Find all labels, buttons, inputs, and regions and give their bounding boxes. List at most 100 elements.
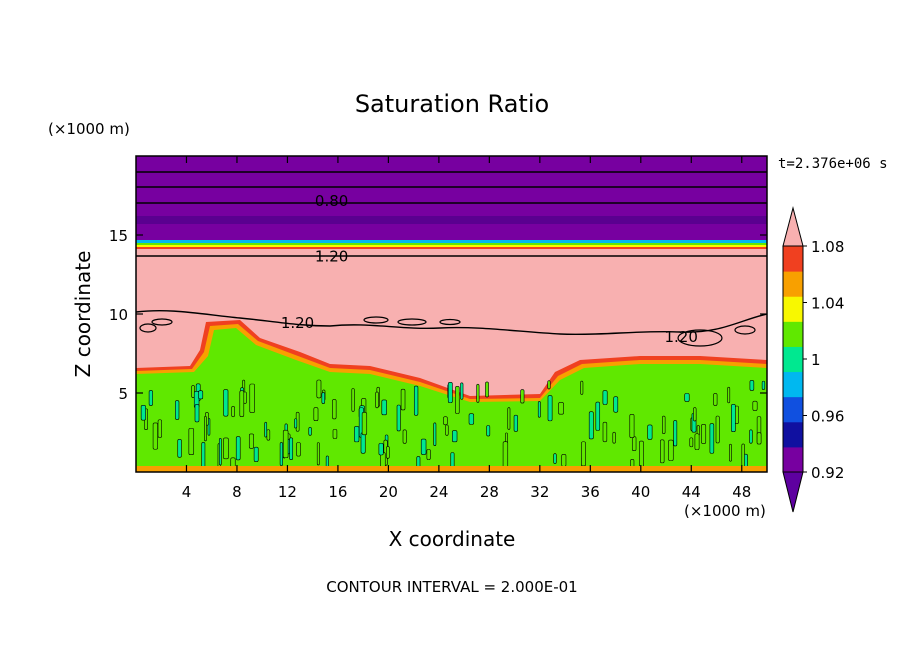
cloud-streak bbox=[152, 422, 158, 450]
cloud-streak bbox=[316, 442, 320, 466]
band-red bbox=[136, 247, 767, 249]
x-axis: 4 8 12 16 20 24 28 32 36 40 44 48 bbox=[182, 156, 751, 501]
cloud-streak bbox=[602, 421, 608, 443]
cloud-streak bbox=[602, 390, 608, 405]
z-tick-label: 5 bbox=[118, 385, 128, 403]
cloud-streak bbox=[381, 399, 387, 416]
cloud-streak bbox=[455, 385, 460, 414]
cloud-streak bbox=[673, 420, 678, 447]
cloud-streak bbox=[660, 439, 665, 464]
cloud-streak bbox=[451, 430, 458, 443]
cloud-streak bbox=[400, 388, 406, 411]
cloud-streak bbox=[140, 404, 146, 421]
cloud-streak bbox=[402, 429, 407, 444]
cloud-streak bbox=[547, 395, 553, 422]
z-axis-label: Z coordinate bbox=[71, 251, 95, 378]
band-top-purple bbox=[136, 156, 767, 216]
band-cyan bbox=[136, 240, 767, 243]
contour-label: 1.20 bbox=[281, 314, 314, 332]
cloud-streak bbox=[321, 392, 326, 404]
contour-labels: 0.80 1.20 1.20 1.20 bbox=[281, 192, 698, 346]
cloud-streak bbox=[580, 380, 584, 395]
z-tick-label: 15 bbox=[109, 227, 128, 245]
cloud-streak bbox=[266, 429, 271, 441]
cloud-streak bbox=[157, 419, 162, 438]
cloud-streak bbox=[249, 383, 255, 413]
cloud-streak bbox=[235, 436, 241, 461]
cloud-streak bbox=[727, 386, 731, 404]
cloud-streak bbox=[709, 423, 715, 454]
cloud-streak bbox=[684, 393, 690, 402]
cloud-streak bbox=[460, 382, 464, 400]
cloud-streak bbox=[595, 401, 601, 431]
contour-line-120-wavy bbox=[136, 310, 767, 336]
cloud-streak bbox=[547, 380, 551, 390]
cloud-streak bbox=[361, 412, 368, 436]
plot-area bbox=[136, 156, 767, 472]
colorbar-segment bbox=[783, 321, 803, 347]
cloud-streak bbox=[468, 413, 475, 425]
cloud-streak bbox=[294, 418, 298, 429]
cloud-streak bbox=[731, 403, 736, 433]
cloud-streak bbox=[749, 380, 755, 391]
cloud-streak bbox=[204, 415, 207, 442]
band-purple-lower bbox=[136, 224, 767, 240]
cloud-streak bbox=[761, 380, 766, 390]
cloud-streak bbox=[756, 432, 762, 445]
cloud-streak bbox=[332, 428, 338, 439]
band-green bbox=[136, 243, 767, 245]
cloud-streak bbox=[279, 442, 284, 466]
cloud-streak bbox=[561, 454, 567, 467]
cloud-streak bbox=[253, 446, 259, 462]
cloud-streak bbox=[513, 414, 518, 432]
colorbar-segment bbox=[783, 421, 803, 448]
z-tick-label: 10 bbox=[109, 306, 128, 324]
x-tick-label: 8 bbox=[232, 483, 242, 501]
colorbar-extend-bottom bbox=[782, 471, 804, 513]
x-tick-label: 24 bbox=[429, 483, 448, 501]
x-tick-label: 4 bbox=[182, 483, 192, 501]
cloud-streak bbox=[613, 396, 619, 413]
cloud-streak bbox=[741, 443, 745, 472]
x-tick-label: 44 bbox=[682, 483, 701, 501]
cloud-streak bbox=[581, 441, 586, 467]
cloud-streak bbox=[588, 411, 594, 440]
cloud-streak bbox=[701, 424, 707, 444]
colorbar-tick-label: 0.96 bbox=[811, 408, 844, 426]
x-tick-label: 48 bbox=[732, 483, 751, 501]
colorbar-segment bbox=[783, 446, 803, 473]
cloud-streak bbox=[752, 400, 758, 411]
band-dark-purple bbox=[136, 216, 767, 224]
cloud-streak bbox=[729, 443, 732, 462]
colorbar-tick-label: 1.08 bbox=[811, 238, 844, 256]
band-yellow bbox=[136, 245, 767, 247]
cloud-streak bbox=[420, 438, 427, 455]
cloud-streak bbox=[264, 421, 268, 438]
cloud-streak bbox=[694, 433, 700, 450]
cloud-streak bbox=[396, 404, 401, 432]
x-tick-label: 20 bbox=[379, 483, 398, 501]
cloud-streak bbox=[188, 427, 195, 456]
cloud-streak bbox=[443, 416, 448, 426]
colorbar-segment bbox=[783, 346, 803, 373]
cloud-streak bbox=[647, 424, 653, 440]
cloud-streak bbox=[223, 389, 229, 417]
cloud-streak bbox=[558, 402, 564, 415]
z-axis: 5 10 15 bbox=[109, 227, 767, 403]
cloud-streak bbox=[662, 415, 666, 435]
cloud-streak bbox=[332, 399, 337, 420]
cloud-streak bbox=[308, 426, 312, 436]
x-tick-label: 16 bbox=[328, 483, 347, 501]
colorbar-segment bbox=[783, 271, 803, 297]
cloud-texture bbox=[140, 379, 766, 472]
colorbar-segment bbox=[783, 371, 803, 398]
cloud-streak bbox=[693, 407, 697, 422]
x-unit-label: (×1000 m) bbox=[684, 502, 766, 520]
contour-label: 1.20 bbox=[664, 328, 697, 346]
cloud-streak bbox=[612, 431, 616, 444]
cloud-streak bbox=[629, 414, 635, 439]
colorbar: 0.92 0.96 1 1.04 1.08 bbox=[782, 206, 844, 513]
contour-islands bbox=[139, 316, 756, 347]
cloud-streak bbox=[386, 446, 390, 459]
cloud-streak bbox=[537, 401, 541, 418]
